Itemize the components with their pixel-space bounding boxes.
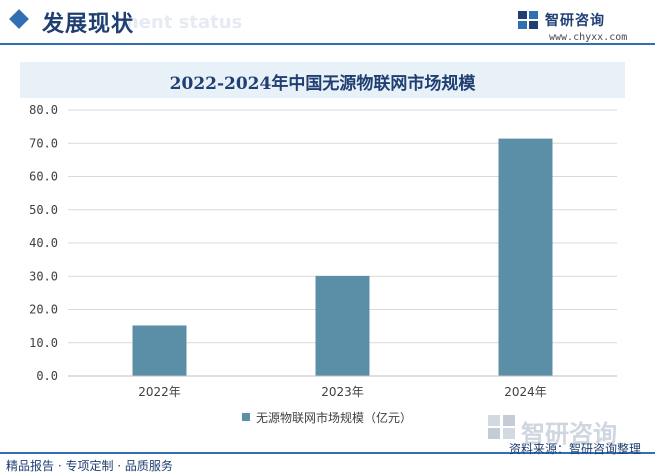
bar	[315, 275, 370, 376]
footer-tagline: 精品报告 · 专项定制 · 品质服务	[6, 459, 173, 473]
page-title: 发展现状	[42, 12, 135, 37]
y-tick-label: 20.0	[29, 303, 58, 317]
brand-logo-icon	[518, 11, 538, 29]
watermark-text: 智研咨询	[521, 420, 617, 448]
page-header: ment status 发展现状 智研咨询 www.chyxx.com	[0, 0, 655, 45]
x-tick-label: 2024年	[504, 385, 547, 399]
chart-title: 2022-2024年中国无源物联网市场规模	[169, 74, 476, 94]
x-tick-label: 2023年	[321, 385, 364, 399]
y-tick-label: 60.0	[29, 170, 58, 184]
bar	[132, 325, 187, 376]
chart-title-band: 2022-2024年中国无源物联网市场规模	[20, 62, 625, 98]
y-tick-label: 50.0	[29, 203, 58, 217]
bar	[498, 138, 553, 376]
footer-divider	[0, 452, 655, 454]
legend-swatch	[242, 413, 250, 421]
brand: 智研咨询 www.chyxx.com	[517, 10, 637, 44]
x-tick-label: 2022年	[138, 385, 181, 399]
y-tick-label: 80.0	[29, 103, 58, 117]
brand-url: www.chyxx.com	[549, 32, 628, 43]
legend-label: 无源物联网市场规模（亿元）	[256, 410, 412, 425]
page-footer: 精品报告 · 专项定制 · 品质服务 资料来源：智研咨询整理	[0, 442, 655, 476]
watermark-logo-icon	[488, 415, 515, 439]
brand-name: 智研咨询	[545, 13, 605, 29]
y-tick-label: 40.0	[29, 236, 58, 250]
diamond-icon	[9, 9, 29, 29]
y-tick-label: 0.0	[36, 369, 58, 383]
watermark-logo: 智研咨询	[487, 414, 637, 448]
y-tick-label: 70.0	[29, 136, 58, 150]
y-tick-label: 10.0	[29, 336, 58, 350]
header-ghost-text: ment status	[120, 12, 243, 33]
source-note: 资料来源：智研咨询整理	[508, 442, 641, 456]
y-tick-label: 30.0	[29, 269, 58, 283]
header-divider	[0, 43, 655, 45]
bar-chart: 0.0 10.0 20.0 30.0 40.0 50.0 60.0 70.0 80.0 2022年…	[29, 103, 617, 425]
